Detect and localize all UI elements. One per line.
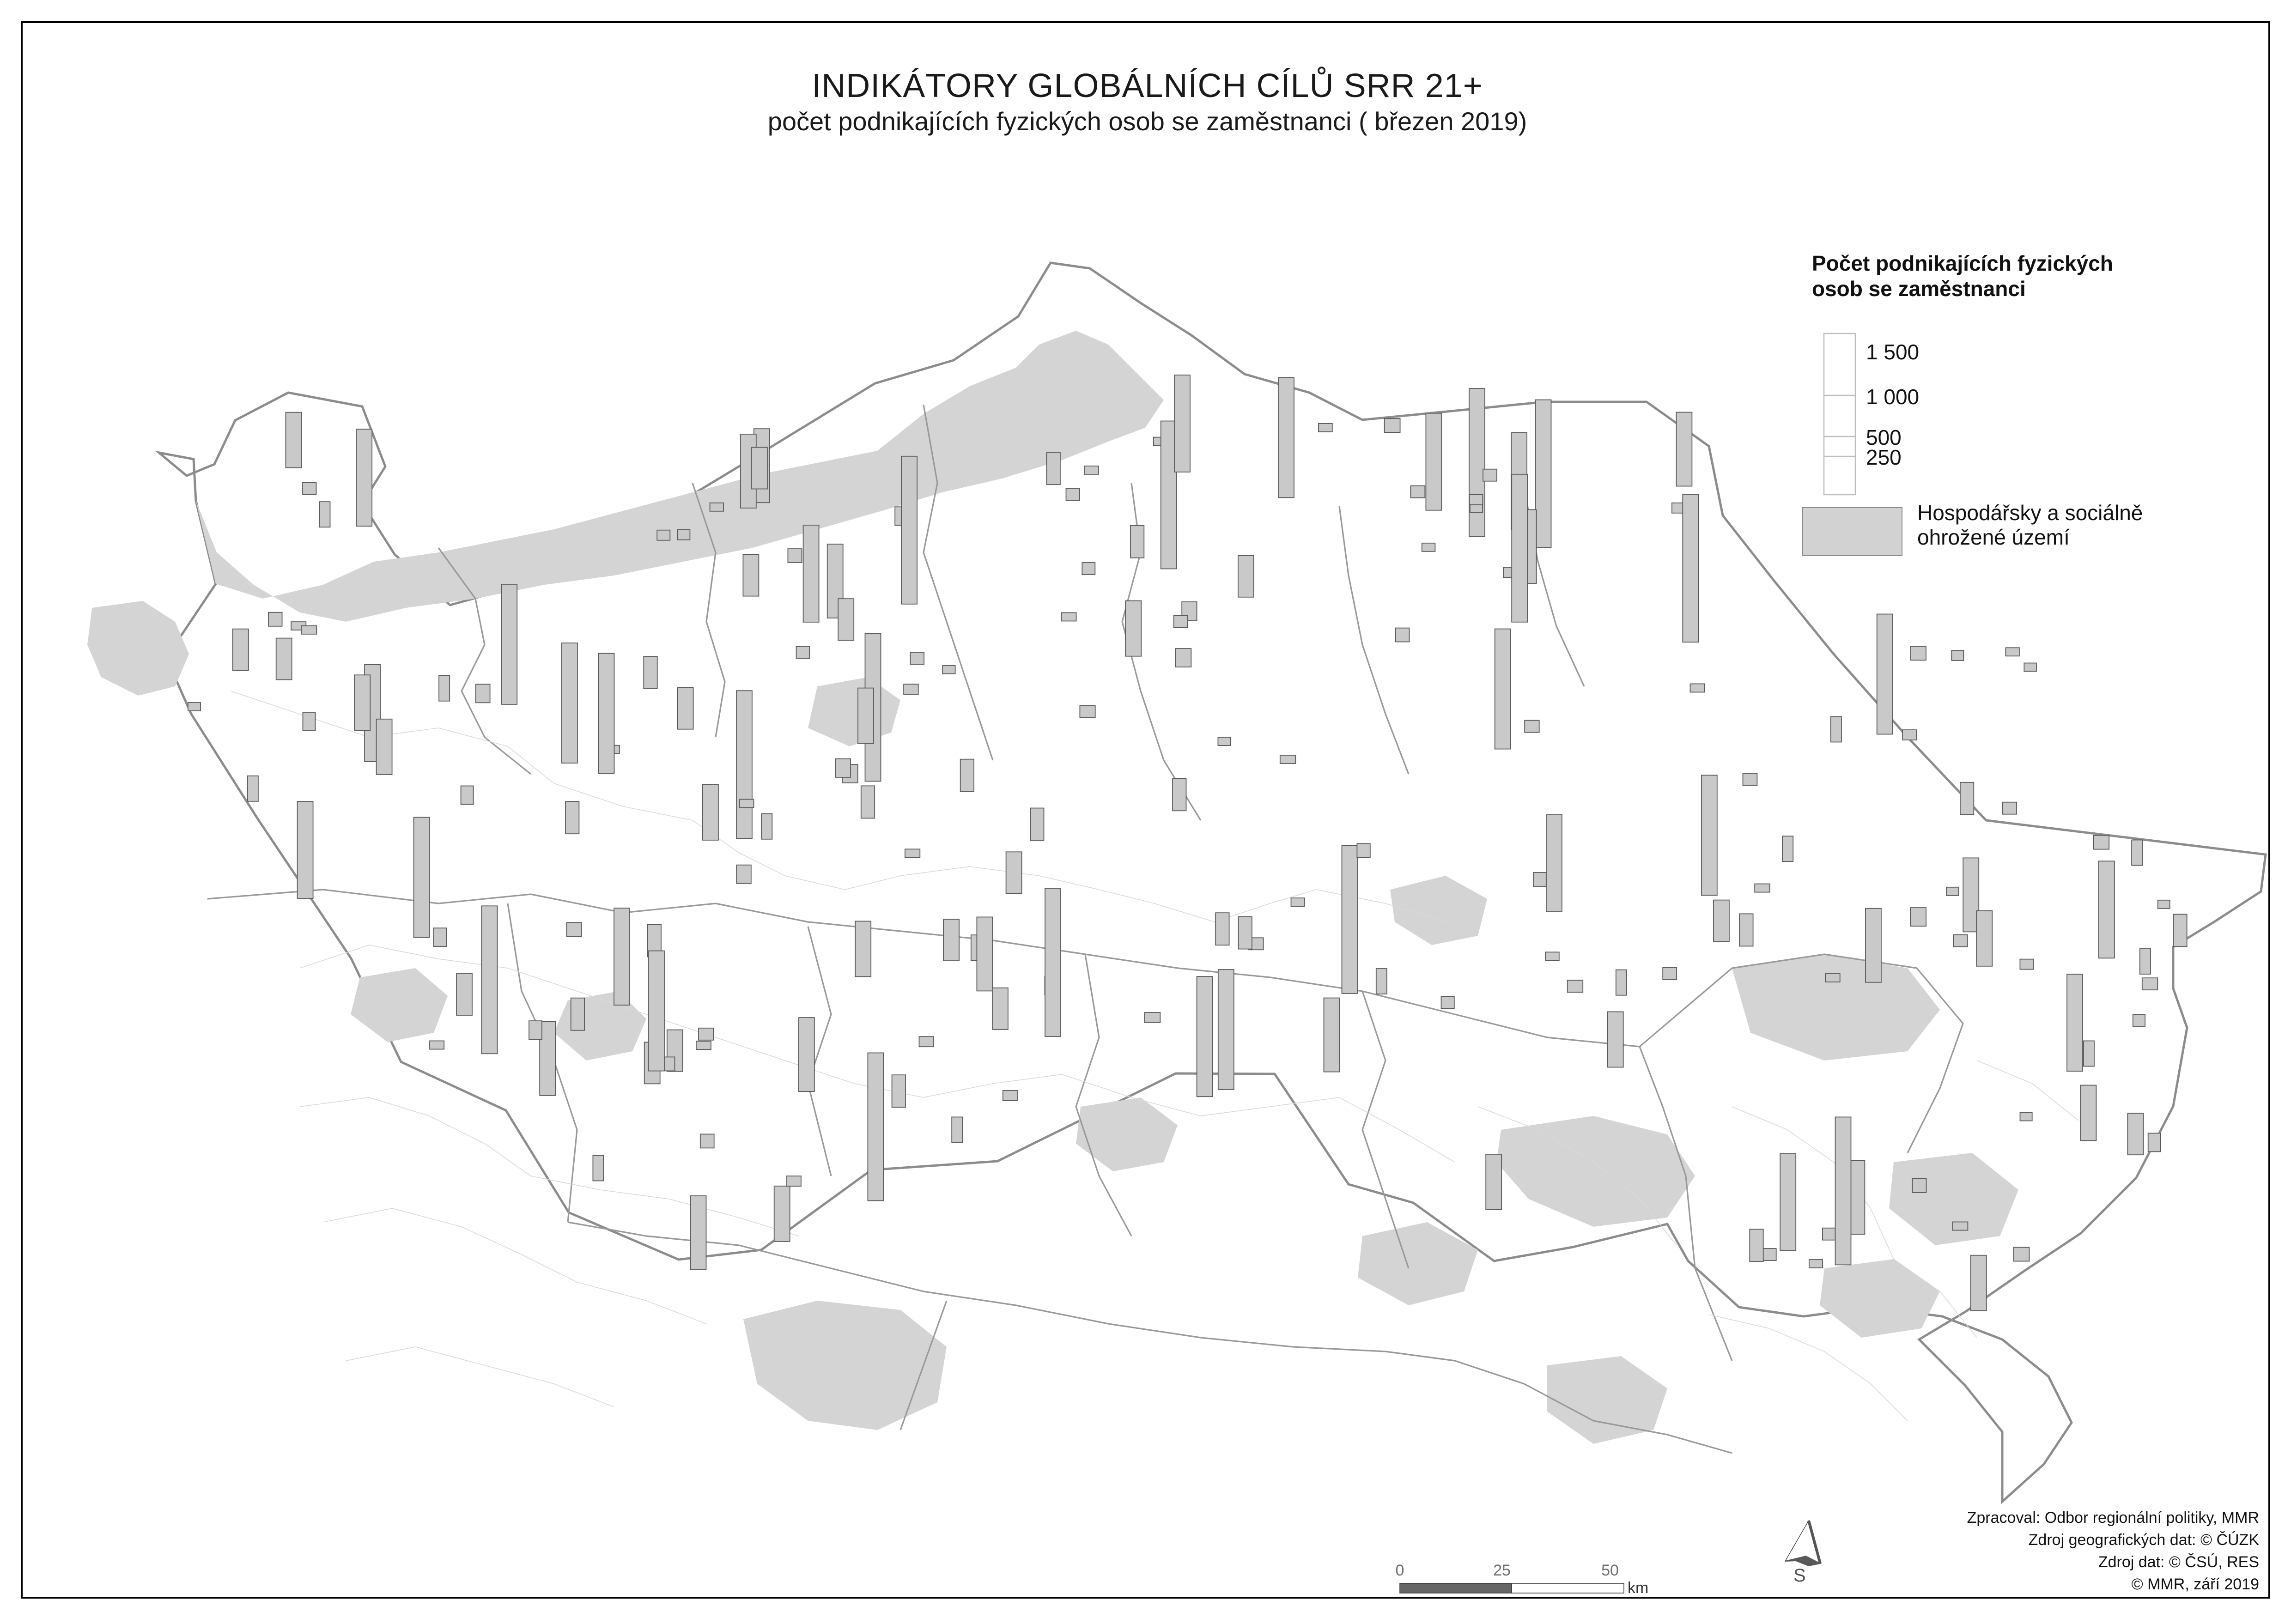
svg-text:Zpracoval: Odbor regionální po: Zpracoval: Odbor regionální politiky, MM… [1967,1509,2259,1527]
svg-text:Zdroj dat: © ČSÚ, RES: Zdroj dat: © ČSÚ, RES [2098,1553,2259,1571]
svg-text:50: 50 [1601,1562,1619,1579]
svg-text:250: 250 [1866,445,1902,469]
svg-text:1 500: 1 500 [1866,340,1919,364]
svg-text:25: 25 [1493,1562,1511,1579]
svg-text:km: km [1628,1579,1648,1597]
svg-text:ohrožené území: ohrožené území [1917,525,2070,549]
svg-text:osob se zaměstnanci: osob se zaměstnanci [1812,277,2026,301]
svg-text:0: 0 [1396,1562,1404,1579]
svg-text:Zdroj geografických dat: © ČÚZ: Zdroj geografických dat: © ČÚZK [2029,1531,2260,1549]
svg-text:Počet podnikajících fyzických: Počet podnikajících fyzických [1812,251,2113,275]
svg-text:Hospodářsky a sociálně: Hospodářsky a sociálně [1917,501,2143,525]
svg-text:© MMR, září 2019: © MMR, září 2019 [2132,1576,2259,1593]
svg-text:S: S [1793,1565,1806,1586]
svg-text:1 000: 1 000 [1866,385,1919,409]
